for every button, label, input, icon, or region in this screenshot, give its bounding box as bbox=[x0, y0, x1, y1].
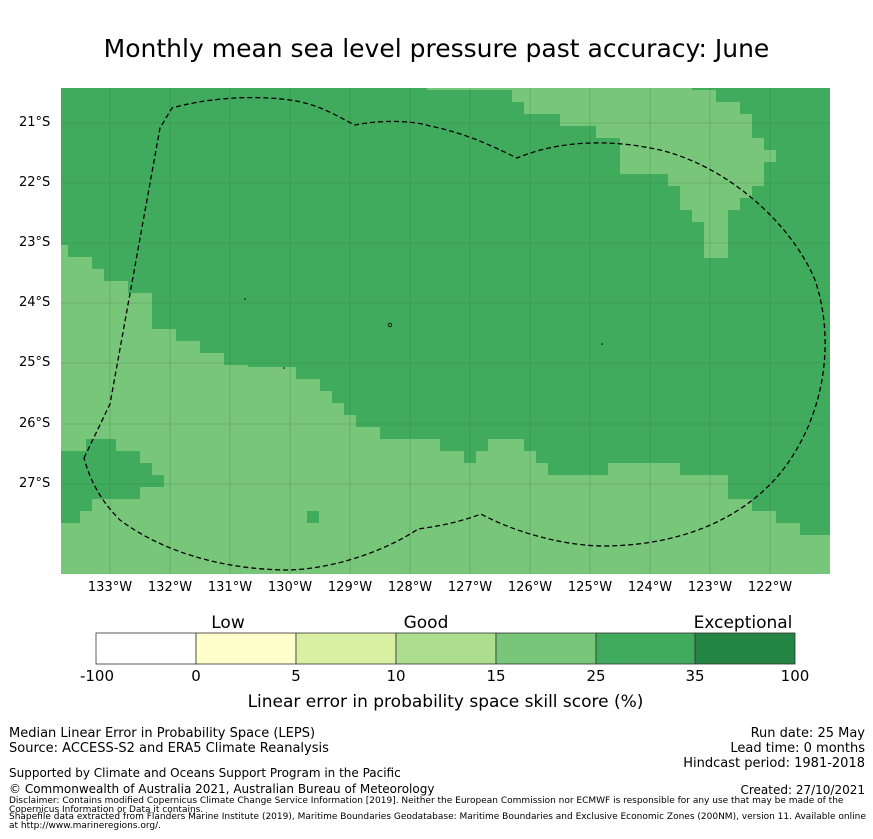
lon-label: 124°W bbox=[627, 580, 673, 595]
colorbar-tick: 10 bbox=[386, 667, 406, 685]
colorbar bbox=[95, 632, 796, 665]
region-very-good bbox=[61, 88, 830, 535]
island bbox=[283, 367, 285, 369]
created-date: Created: 27/10/2021 bbox=[740, 783, 865, 797]
colorbar-tick: 35 bbox=[685, 667, 705, 685]
lon-label: 130°W bbox=[267, 580, 313, 595]
colorbar-segment bbox=[295, 632, 397, 665]
lon-label: 132°W bbox=[147, 580, 193, 595]
island bbox=[387, 322, 393, 328]
lat-label: 25°S bbox=[19, 355, 51, 370]
lon-label: 127°W bbox=[447, 580, 493, 595]
region-very-good-patch bbox=[307, 511, 319, 523]
footer-copyright: © Commonwealth of Australia 2021, Austra… bbox=[9, 782, 435, 796]
colorbar-segment bbox=[95, 632, 197, 665]
footer-source: Source: ACCESS-S2 and ERA5 Climate Reana… bbox=[9, 741, 329, 756]
shapefile-credit: Shapefile data extracted from Flanders M… bbox=[9, 812, 866, 831]
run-date: Run date: 25 May bbox=[750, 726, 865, 741]
colorbar-tick: 5 bbox=[291, 667, 301, 685]
footer-support: Supported by Climate and Oceans Support … bbox=[9, 766, 401, 780]
lon-label: 128°W bbox=[387, 580, 433, 595]
lon-label: 131°W bbox=[207, 580, 253, 595]
lon-label: 133°W bbox=[87, 580, 133, 595]
colorbar-word-low: Low bbox=[211, 613, 245, 633]
lon-label: 122°W bbox=[747, 580, 793, 595]
lat-label: 21°S bbox=[19, 115, 51, 130]
colorbar-tick: 0 bbox=[191, 667, 201, 685]
lon-label: 129°W bbox=[327, 580, 373, 595]
colorbar-label: Linear error in probability space skill … bbox=[247, 692, 644, 712]
footer-leps: Median Linear Error in Probability Space… bbox=[9, 726, 316, 741]
lat-label: 24°S bbox=[19, 295, 51, 310]
map-gridlines bbox=[61, 88, 830, 574]
colorbar-segment bbox=[595, 632, 696, 665]
colorbar-segment bbox=[495, 632, 597, 665]
island bbox=[244, 298, 246, 300]
colorbar-segment bbox=[195, 632, 297, 665]
colorbar-tick: 100 bbox=[780, 667, 810, 685]
colorbar-segment bbox=[694, 632, 796, 665]
lon-label: 126°W bbox=[507, 580, 553, 595]
lat-label: 26°S bbox=[19, 416, 51, 431]
colorbar-word-good: Good bbox=[403, 613, 449, 633]
colorbar-tick: 25 bbox=[586, 667, 606, 685]
region-very-good-southwest bbox=[61, 439, 164, 523]
lat-label: 22°S bbox=[19, 175, 51, 190]
lon-label: 125°W bbox=[567, 580, 613, 595]
island bbox=[601, 343, 603, 345]
colorbar-tick: -100 bbox=[79, 667, 115, 685]
colorbar-segment bbox=[395, 632, 497, 665]
chart-title: Monthly mean sea level pressure past acc… bbox=[103, 34, 770, 63]
colorbar-word-exceptional: Exceptional bbox=[693, 613, 793, 633]
disclaimer: Disclaimer: Contains modified Copernicus… bbox=[9, 796, 844, 815]
lon-label: 123°W bbox=[687, 580, 733, 595]
hindcast-period: Hindcast period: 1981-2018 bbox=[683, 756, 865, 771]
eez-boundary bbox=[83, 96, 826, 571]
lat-label: 27°S bbox=[19, 476, 51, 491]
lat-label: 23°S bbox=[19, 235, 51, 250]
colorbar-tick: 15 bbox=[486, 667, 506, 685]
lead-time: Lead time: 0 months bbox=[730, 741, 865, 756]
